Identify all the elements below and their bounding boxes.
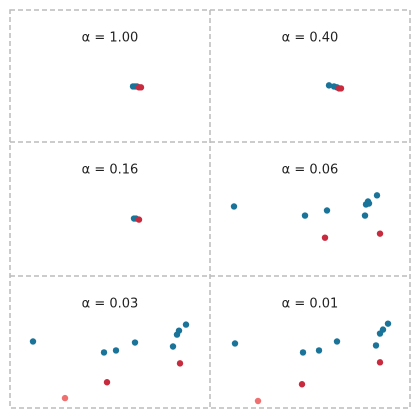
point — [373, 192, 381, 199]
panel-title: α = 0.40 — [282, 31, 339, 46]
point — [376, 359, 384, 366]
point — [376, 230, 384, 237]
point — [230, 203, 238, 210]
point — [315, 347, 323, 354]
point — [29, 338, 37, 345]
point — [137, 84, 145, 91]
point — [254, 397, 262, 405]
point — [333, 338, 341, 345]
point — [231, 340, 239, 347]
point — [176, 360, 184, 367]
point — [100, 349, 108, 356]
point — [379, 326, 387, 333]
point — [61, 394, 69, 402]
point — [325, 82, 333, 89]
point — [175, 327, 183, 334]
point — [323, 207, 331, 214]
point — [135, 216, 143, 223]
point — [361, 212, 369, 219]
point — [321, 234, 329, 241]
point — [103, 379, 111, 386]
point — [298, 381, 306, 388]
point — [372, 342, 380, 349]
point — [337, 85, 345, 92]
panel-title: α = 0.03 — [82, 297, 139, 312]
panel-title: α = 0.01 — [282, 297, 339, 312]
point — [182, 321, 190, 328]
point — [384, 320, 392, 327]
point — [169, 343, 177, 350]
point — [299, 349, 307, 356]
point — [112, 347, 120, 354]
panel-title: α = 1.00 — [82, 31, 139, 46]
point — [131, 339, 139, 346]
panel-title: α = 0.16 — [82, 163, 139, 178]
panel-title: α = 0.06 — [282, 163, 339, 178]
point — [365, 200, 373, 207]
point — [301, 212, 309, 219]
